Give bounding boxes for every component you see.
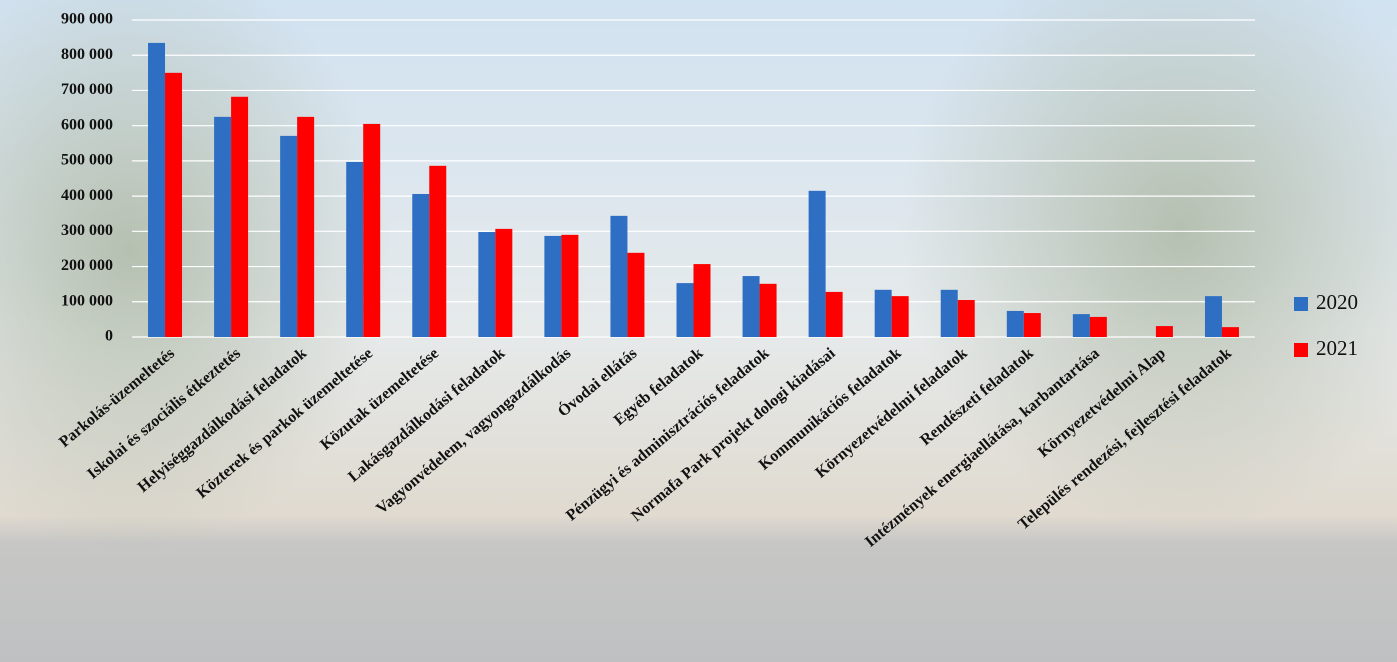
bar xyxy=(478,232,496,337)
legend-label: 2021 xyxy=(1316,336,1358,360)
bar xyxy=(1006,310,1024,337)
bar xyxy=(676,283,694,337)
bar xyxy=(808,190,826,337)
bar xyxy=(940,289,958,337)
y-tick-label: 700 000 xyxy=(61,81,113,98)
bar xyxy=(610,215,628,337)
legend-swatch xyxy=(1294,343,1308,357)
bar xyxy=(429,165,447,337)
bar xyxy=(1023,313,1041,337)
y-tick-label: 500 000 xyxy=(61,152,113,169)
bar xyxy=(165,72,183,337)
bar xyxy=(544,235,562,337)
bar xyxy=(231,96,249,337)
bar xyxy=(874,289,892,337)
bar xyxy=(693,264,711,337)
bar xyxy=(627,252,645,337)
bar xyxy=(742,276,760,337)
bar xyxy=(957,300,975,337)
bar xyxy=(297,116,315,337)
y-tick-label: 600 000 xyxy=(61,116,113,133)
y-tick-label: 100 000 xyxy=(61,292,113,309)
y-tick-label: 0 xyxy=(105,328,113,345)
bar xyxy=(363,123,381,338)
background-tree xyxy=(900,0,1397,530)
y-tick-label: 900 000 xyxy=(61,11,113,28)
y-tick-label: 400 000 xyxy=(61,187,113,204)
bar xyxy=(1072,314,1090,337)
bar xyxy=(1089,316,1107,337)
y-tick-label: 300 000 xyxy=(61,222,113,239)
bar xyxy=(495,228,513,337)
bar xyxy=(825,291,843,337)
bar xyxy=(1204,296,1222,337)
bar xyxy=(346,161,364,337)
bar xyxy=(412,193,430,337)
bar xyxy=(280,135,298,337)
bar xyxy=(891,296,909,337)
bar xyxy=(561,234,579,337)
legend-swatch xyxy=(1294,297,1308,311)
bar xyxy=(759,283,777,337)
bar xyxy=(148,42,166,338)
bar xyxy=(1221,327,1239,337)
y-tick-label: 200 000 xyxy=(61,257,113,274)
legend-label: 2020 xyxy=(1316,290,1358,314)
bar xyxy=(1155,326,1173,337)
y-tick-label: 800 000 xyxy=(61,46,113,63)
bar xyxy=(214,116,232,337)
